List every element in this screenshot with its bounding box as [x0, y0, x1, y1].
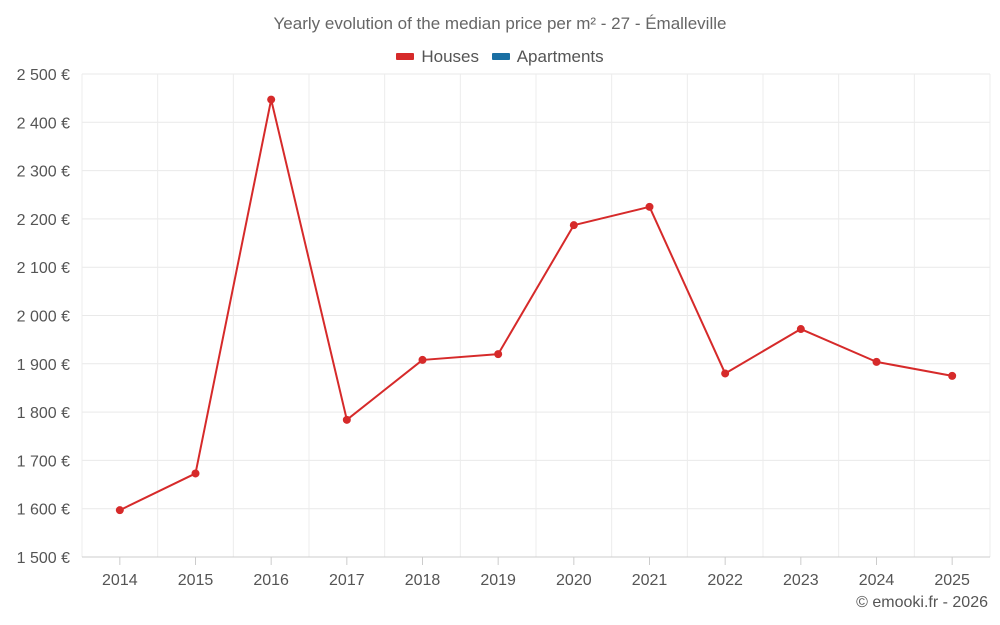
- legend: Houses Apartments: [0, 45, 1000, 67]
- x-tick-label: 2021: [632, 572, 668, 589]
- chart-title: Yearly evolution of the median price per…: [273, 14, 727, 33]
- legend-item-apartments[interactable]: Apartments: [491, 46, 604, 67]
- legend-label-apartments: Apartments: [516, 46, 604, 66]
- x-tick-label: 2019: [480, 572, 516, 589]
- data-point-2025: [948, 371, 957, 380]
- legend-item-houses[interactable]: Houses: [396, 47, 479, 67]
- legend-swatch-apartments: [491, 53, 510, 60]
- data-point-2024: [872, 357, 881, 366]
- y-tick-label: 1 900 €: [17, 357, 70, 374]
- data-point-2016: [267, 95, 276, 104]
- x-tick-label: 2014: [102, 572, 138, 589]
- data-point-2015: [191, 469, 200, 478]
- x-tick-label: 2018: [405, 572, 441, 589]
- x-tick-label: 2017: [329, 572, 365, 589]
- credit-text: © emooki.fr - 2026: [856, 594, 988, 611]
- x-tick-label: 2015: [178, 572, 214, 589]
- y-tick-label: 2 100 €: [17, 260, 70, 277]
- y-tick-label: 1 500 €: [17, 550, 70, 567]
- x-tick-label: 2022: [707, 572, 743, 589]
- x-tick-label: 2024: [859, 572, 895, 589]
- data-point-2018: [418, 355, 427, 364]
- data-point-2019: [494, 350, 503, 359]
- x-tick-label: 2023: [783, 572, 819, 589]
- data-point-2014: [115, 506, 124, 515]
- y-tick-label: 2 200 €: [17, 212, 70, 229]
- y-tick-label: 2 300 €: [17, 164, 70, 181]
- x-tick-label: 2020: [556, 572, 592, 589]
- y-tick-label: 1 700 €: [17, 453, 70, 470]
- y-tick-label: 2 500 €: [17, 67, 70, 84]
- x-tick-label: 2025: [934, 572, 970, 589]
- series-line-houses: [119, 98, 953, 512]
- legend-label-houses: Houses: [421, 46, 479, 66]
- x-tick-label: 2016: [253, 572, 289, 589]
- data-point-2023: [796, 325, 805, 334]
- y-tick-label: 1 800 €: [17, 405, 70, 422]
- legend-swatch-houses: [396, 53, 415, 60]
- data-point-2020: [569, 221, 578, 230]
- y-tick-label: 2 400 €: [17, 115, 70, 132]
- data-point-2022: [721, 369, 730, 378]
- y-tick-label: 2 000 €: [17, 309, 70, 326]
- y-tick-label: 1 600 €: [17, 502, 70, 519]
- data-point-2021: [645, 202, 654, 211]
- data-point-2017: [342, 415, 351, 424]
